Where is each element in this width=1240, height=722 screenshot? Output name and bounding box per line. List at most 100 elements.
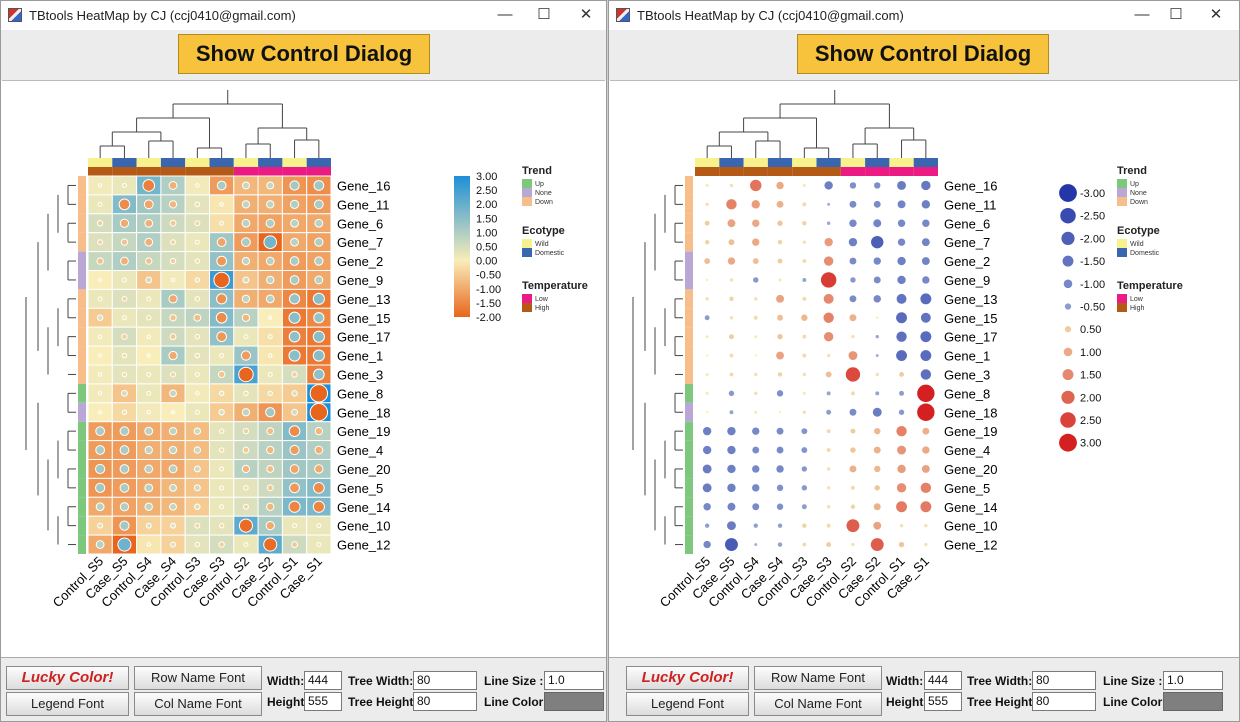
row-label: Gene_16: [944, 178, 998, 193]
bubble-mark: [752, 238, 760, 246]
row-name-font-button[interactable]: Row Name Font: [134, 666, 262, 690]
size-legend-label: 1.00: [1080, 347, 1101, 359]
col-name-font-button[interactable]: Col Name Font: [134, 692, 262, 716]
heatmap-cell-dot: [193, 427, 202, 435]
heatmap-cell-dot: [194, 541, 201, 548]
row-label: Gene_6: [337, 216, 383, 231]
col-name-font-button[interactable]: Col Name Font: [754, 692, 882, 716]
heatmap-cell-dot: [219, 504, 225, 510]
line-size-input[interactable]: 1.0: [1163, 671, 1223, 690]
bubble-mark: [802, 278, 807, 282]
bubble-mark: [921, 465, 930, 473]
colorbar-tick-label: 2.00: [476, 199, 497, 211]
bubble-mark: [875, 391, 880, 396]
heatmap-cell-dot: [265, 218, 275, 228]
bubble-mark: [851, 391, 855, 396]
row-name-font-button[interactable]: Row Name Font: [754, 666, 882, 690]
height-label: Height:: [886, 695, 928, 709]
minimize-button[interactable]: —: [1134, 6, 1150, 23]
line-color-swatch[interactable]: [544, 692, 604, 711]
width-input[interactable]: 444: [924, 671, 962, 690]
bubble-mark: [849, 465, 857, 473]
trend-annotation-cell: [685, 251, 693, 271]
bubble-mark: [802, 184, 806, 187]
ecotype-annotation-cell: [258, 158, 283, 167]
heatmap-cell-dot: [216, 237, 227, 248]
close-button[interactable]: ✕: [579, 6, 593, 23]
size-legend-bubble: [1060, 207, 1076, 224]
temperature-annotation-cell: [185, 167, 210, 176]
line-size-input[interactable]: 1.0: [544, 671, 604, 690]
close-button[interactable]: ✕: [1209, 6, 1223, 23]
heatmap-cell-dot: [219, 353, 225, 359]
bubble-mark: [705, 411, 709, 414]
bubble-mark: [873, 521, 882, 530]
bubble-mark: [777, 314, 783, 321]
legend-item-label: Wild: [1130, 241, 1144, 248]
bubble-mark: [849, 257, 857, 265]
heatmap-cell-dot: [243, 334, 249, 340]
tree-height-input[interactable]: 80: [1032, 692, 1096, 711]
size-legend-label: -1.50: [1080, 256, 1105, 268]
heatmap-cell-dot: [242, 181, 250, 190]
heatmap-cell-dot: [288, 425, 301, 437]
heatmap-cell-dot: [168, 350, 178, 361]
show-control-dialog-button[interactable]: Show Control Dialog: [178, 34, 430, 74]
show-control-dialog-button[interactable]: Show Control Dialog: [797, 34, 1049, 74]
height-input[interactable]: 555: [924, 692, 962, 711]
lucky-color-button[interactable]: Lucky Color!: [6, 666, 129, 690]
bubble-mark: [875, 354, 879, 357]
bubble-mark: [849, 182, 857, 189]
width-input[interactable]: 444: [304, 671, 342, 690]
maximize-button[interactable]: ☐: [537, 6, 551, 23]
bubble-mark: [702, 464, 712, 474]
heatmap-cell-dot: [314, 464, 324, 474]
legend-swatch: [522, 239, 532, 248]
control-bar: Lucky Color! Legend Font Row Name Font C…: [609, 657, 1239, 721]
temperature-annotation-cell: [112, 167, 137, 176]
minimize-button[interactable]: —: [497, 6, 513, 23]
bubble-mark: [703, 503, 711, 511]
title-bar[interactable]: TBtools HeatMap by CJ (ccj0410@gmail.com…: [609, 1, 1239, 30]
legend-font-button[interactable]: Legend Font: [626, 692, 749, 716]
bubble-mark: [824, 181, 833, 190]
heatmap-cell-dot: [168, 426, 178, 436]
bubble-mark: [727, 464, 736, 474]
maximize-button[interactable]: ☐: [1169, 6, 1183, 23]
bubble-mark: [849, 295, 857, 303]
bubble-mark: [802, 202, 807, 207]
heatmap-cell-dot: [309, 384, 329, 403]
bubble-mark: [924, 523, 928, 528]
tree-width-input[interactable]: 80: [1032, 671, 1096, 690]
lucky-color-button[interactable]: Lucky Color!: [626, 666, 749, 690]
heatmap-cell-dot: [217, 370, 226, 379]
legend-font-button[interactable]: Legend Font: [6, 692, 129, 716]
tree-width-input[interactable]: 80: [413, 671, 477, 690]
bubble-mark: [826, 353, 831, 358]
heatmap-cell-dot: [288, 349, 301, 362]
bubble-mark: [704, 220, 710, 226]
heatmap-cell-dot: [289, 444, 300, 456]
heatmap-cell-dot: [194, 201, 201, 208]
title-bar[interactable]: TBtools HeatMap by CJ (ccj0410@gmail.com…: [1, 1, 606, 30]
ecotype-annotation-cell: [112, 158, 137, 167]
row-label: Gene_1: [944, 349, 990, 364]
size-legend-bubble: [1063, 347, 1073, 357]
heatmap-cell-dot: [265, 294, 275, 304]
bubble-mark: [705, 391, 709, 395]
trend-annotation-cell: [685, 270, 693, 290]
tree-height-input[interactable]: 80: [413, 692, 477, 711]
temperature-annotation-cell: [889, 167, 914, 176]
heatmap-cell-dot: [313, 368, 325, 381]
heatmap-cell-dot: [241, 408, 251, 417]
row-label: Gene_15: [337, 311, 391, 326]
heatmap-cell-dot: [216, 293, 228, 305]
line-color-swatch[interactable]: [1163, 692, 1223, 711]
heatmap-cell-dot: [194, 333, 201, 340]
temperature-annotation-cell: [160, 167, 186, 176]
heatmap-cell-dot: [97, 239, 104, 246]
bubble-mark: [728, 239, 735, 246]
row-label: Gene_5: [337, 481, 383, 496]
height-input[interactable]: 555: [304, 692, 342, 711]
size-legend-bubble: [1064, 303, 1072, 310]
